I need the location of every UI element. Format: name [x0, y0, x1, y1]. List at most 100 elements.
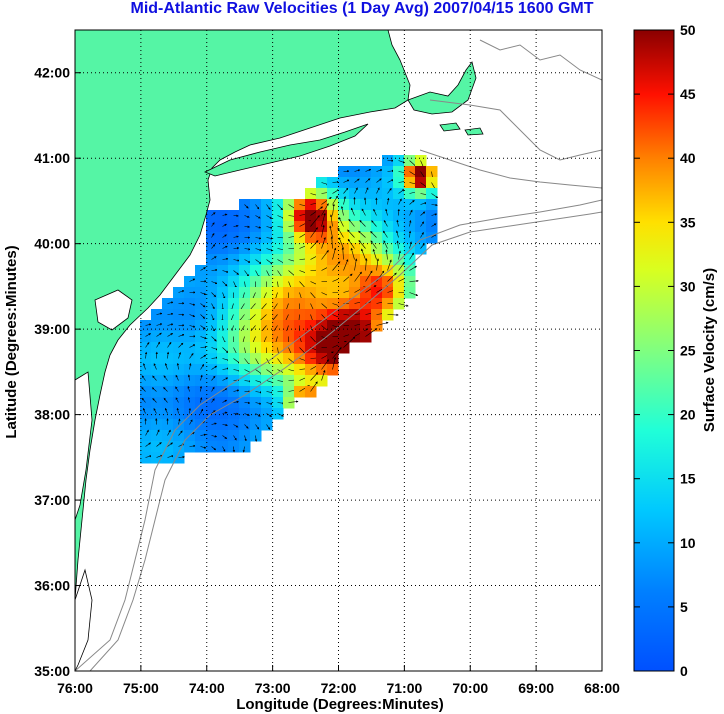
velocity-vector: [167, 341, 172, 348]
velocity-cell: [393, 188, 405, 200]
x-tick-label: 72:00: [321, 680, 357, 696]
velocity-cell: [371, 276, 383, 288]
velocity-vector: [211, 375, 216, 381]
velocity-cell: [250, 287, 262, 299]
velocity-vector: [332, 261, 341, 271]
velocity-vector: [211, 347, 219, 351]
velocity-vector: [321, 212, 326, 227]
velocity-vector: [167, 323, 174, 326]
velocity-vector: [156, 332, 162, 337]
velocity-vector: [398, 250, 401, 260]
velocity-cell: [162, 320, 174, 332]
colorbar-tick-label: 40: [680, 150, 696, 166]
velocity-cell: [382, 232, 394, 244]
velocity-vector: [370, 240, 377, 249]
velocity-vector: [365, 328, 378, 337]
velocity-cell: [327, 188, 339, 200]
velocity-vector: [211, 244, 216, 249]
velocity-vector: [332, 203, 335, 216]
velocity-cell: [283, 309, 295, 321]
colorbar: [633, 29, 675, 672]
mainland-landmass: [75, 30, 411, 601]
velocity-cell: [305, 375, 317, 387]
velocity-vector: [255, 204, 260, 210]
velocity-cell: [239, 298, 251, 310]
velocity-vector: [244, 215, 250, 218]
velocity-vector: [266, 259, 274, 265]
velocity-vector: [200, 433, 207, 437]
velocity-cell: [316, 364, 328, 376]
velocity-vector: [141, 375, 146, 381]
velocity-cell: [140, 441, 152, 453]
velocity-vector: [310, 227, 318, 238]
velocity-vector: [255, 413, 261, 417]
velocity-cell: [294, 221, 306, 233]
velocity-cell: [217, 408, 229, 420]
velocity-vector: [167, 312, 174, 316]
velocity-vector: [156, 323, 163, 326]
velocity-vector: [354, 258, 358, 271]
velocity-vector: [365, 258, 368, 271]
velocity-cell: [338, 265, 350, 277]
velocity-cell: [151, 353, 163, 365]
velocity-vector: [398, 262, 405, 271]
x-tick-label: 70:00: [452, 680, 488, 696]
velocity-vector: [222, 423, 228, 427]
velocity-cell: [316, 210, 328, 222]
y-tick-label: 42:00: [34, 65, 70, 81]
longitude-axis: 76:00 75:00 74:00 73:00 72:00 71:00 70:00 69:00…: [57, 665, 620, 696]
velocity-cell: [173, 342, 185, 354]
velocity-vector: [255, 391, 263, 394]
velocity-cell: [393, 232, 405, 244]
velocity-cell: [338, 177, 350, 189]
velocity-cell: [173, 353, 185, 365]
velocity-vector: [200, 408, 204, 414]
velocity-vector: [153, 363, 157, 370]
velocity-cell: [305, 386, 317, 398]
velocity-vector: [350, 247, 355, 260]
velocity-vector: [222, 234, 227, 238]
velocity-vector: [200, 363, 205, 370]
velocity-cell: [327, 232, 339, 244]
velocity-vector: [222, 270, 229, 273]
velocity-vector: [200, 446, 207, 449]
velocity-cell: [195, 397, 207, 409]
velocity-cell: [360, 232, 372, 244]
velocity-cell: [327, 265, 339, 277]
velocity-vector: [398, 198, 402, 205]
velocity-vector: [376, 321, 389, 326]
y-tick-label: 35:00: [34, 663, 70, 679]
velocity-vector: [156, 341, 160, 348]
velocity-cell: [206, 364, 218, 376]
velocity-vector: [343, 196, 346, 205]
velocity-vector: [387, 272, 397, 282]
velocity-cell: [349, 188, 361, 200]
velocity-vector: [365, 285, 377, 293]
velocity-vector: [222, 435, 228, 439]
velocity-cell: [316, 221, 328, 233]
velocity-vector: [343, 273, 353, 282]
velocity-vector: [383, 230, 388, 238]
velocity-cell: [338, 199, 350, 211]
velocity-vector: [200, 354, 207, 359]
velocity-vector: [178, 342, 184, 348]
velocity-vector: [354, 178, 360, 183]
x-tick-label: 71:00: [386, 680, 422, 696]
velocity-cell: [173, 441, 185, 453]
velocity-vector: [321, 369, 326, 381]
velocity-vector: [387, 259, 392, 271]
velocity-cell: [206, 221, 218, 233]
velocity-vector: [144, 351, 148, 359]
velocity-cell: [360, 331, 372, 343]
colorbar-tick-label: 45: [680, 86, 696, 102]
velocity-vector: [244, 413, 250, 416]
velocity-cell: [338, 331, 350, 343]
velocity-vector: [329, 225, 333, 238]
velocity-cell: [316, 375, 328, 387]
velocity-vector: [222, 347, 229, 354]
velocity-cell: [261, 331, 273, 343]
velocity-cell: [173, 364, 185, 376]
velocity-cell: [217, 243, 229, 255]
velocity-cell: [162, 298, 174, 310]
